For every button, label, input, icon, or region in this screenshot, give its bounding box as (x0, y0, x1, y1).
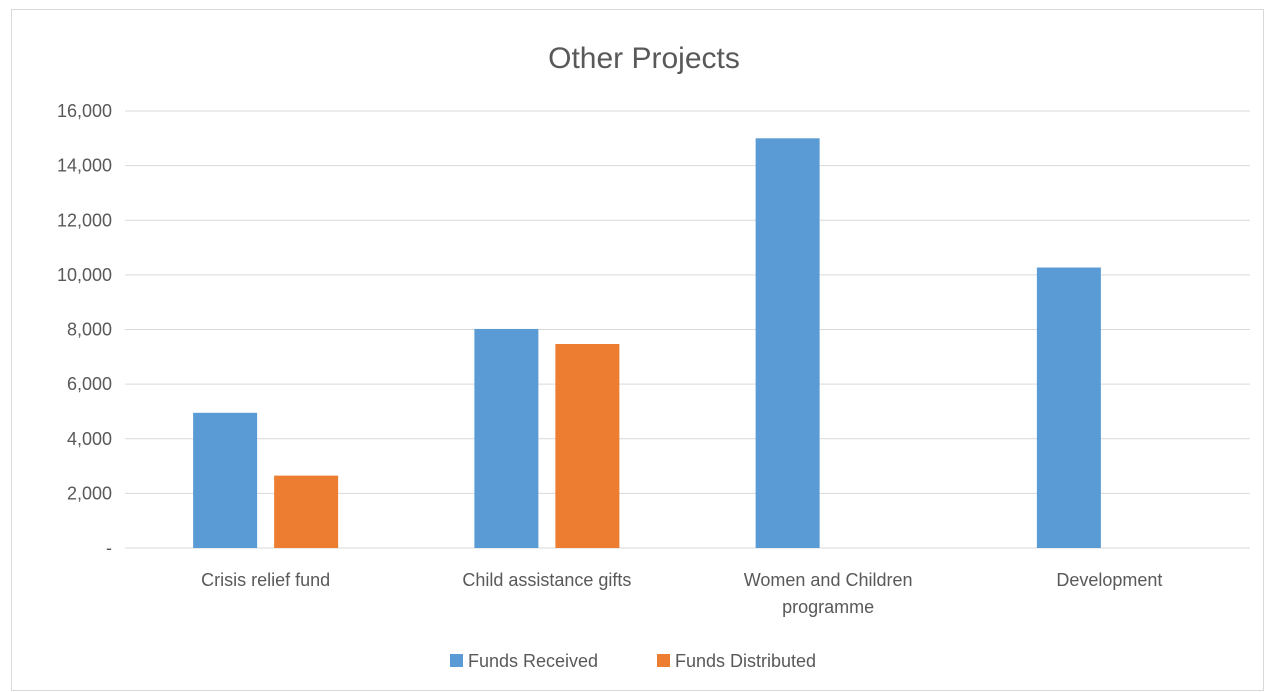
x-category-label: Women and Children (744, 570, 913, 590)
legend[interactable]: Funds Received Funds Distributed (450, 651, 816, 671)
x-category-label: programme (782, 597, 874, 617)
y-tick-label: 10,000 (57, 265, 112, 285)
x-category-label: Development (1056, 570, 1162, 590)
x-category-label: Crisis relief fund (201, 570, 330, 590)
bar-funds-received[interactable] (193, 412, 258, 548)
legend-label[interactable]: Funds Distributed (675, 651, 816, 671)
legend-label[interactable]: Funds Received (468, 651, 598, 671)
y-axis-ticks: - 2,000 4,000 6,000 8,000 10,000 12,000 14,000 1… (57, 101, 112, 558)
legend-swatch (657, 654, 670, 667)
bar-funds-distributed[interactable] (274, 475, 339, 548)
y-tick-label: 12,000 (57, 210, 112, 230)
legend-swatch (450, 654, 463, 667)
y-tick-label: 4,000 (67, 429, 112, 449)
y-tick-label: 6,000 (67, 374, 112, 394)
y-tick-label: 8,000 (67, 320, 112, 340)
bar-funds-received[interactable] (474, 328, 539, 548)
bars (193, 138, 1101, 548)
y-tick-label: 14,000 (57, 156, 112, 176)
x-category-label: Child assistance gifts (462, 570, 631, 590)
bar-funds-received[interactable] (1036, 267, 1101, 548)
y-tick-label: - (106, 538, 112, 558)
chart-title: Other Projects (548, 42, 740, 75)
x-axis-categories: Crisis relief fund Child assistance gifts… (201, 570, 1162, 617)
y-tick-label: 16,000 (57, 101, 112, 121)
bar-funds-distributed[interactable] (555, 343, 620, 548)
bar-funds-received[interactable] (755, 138, 820, 548)
y-tick-label: 2,000 (67, 483, 112, 503)
